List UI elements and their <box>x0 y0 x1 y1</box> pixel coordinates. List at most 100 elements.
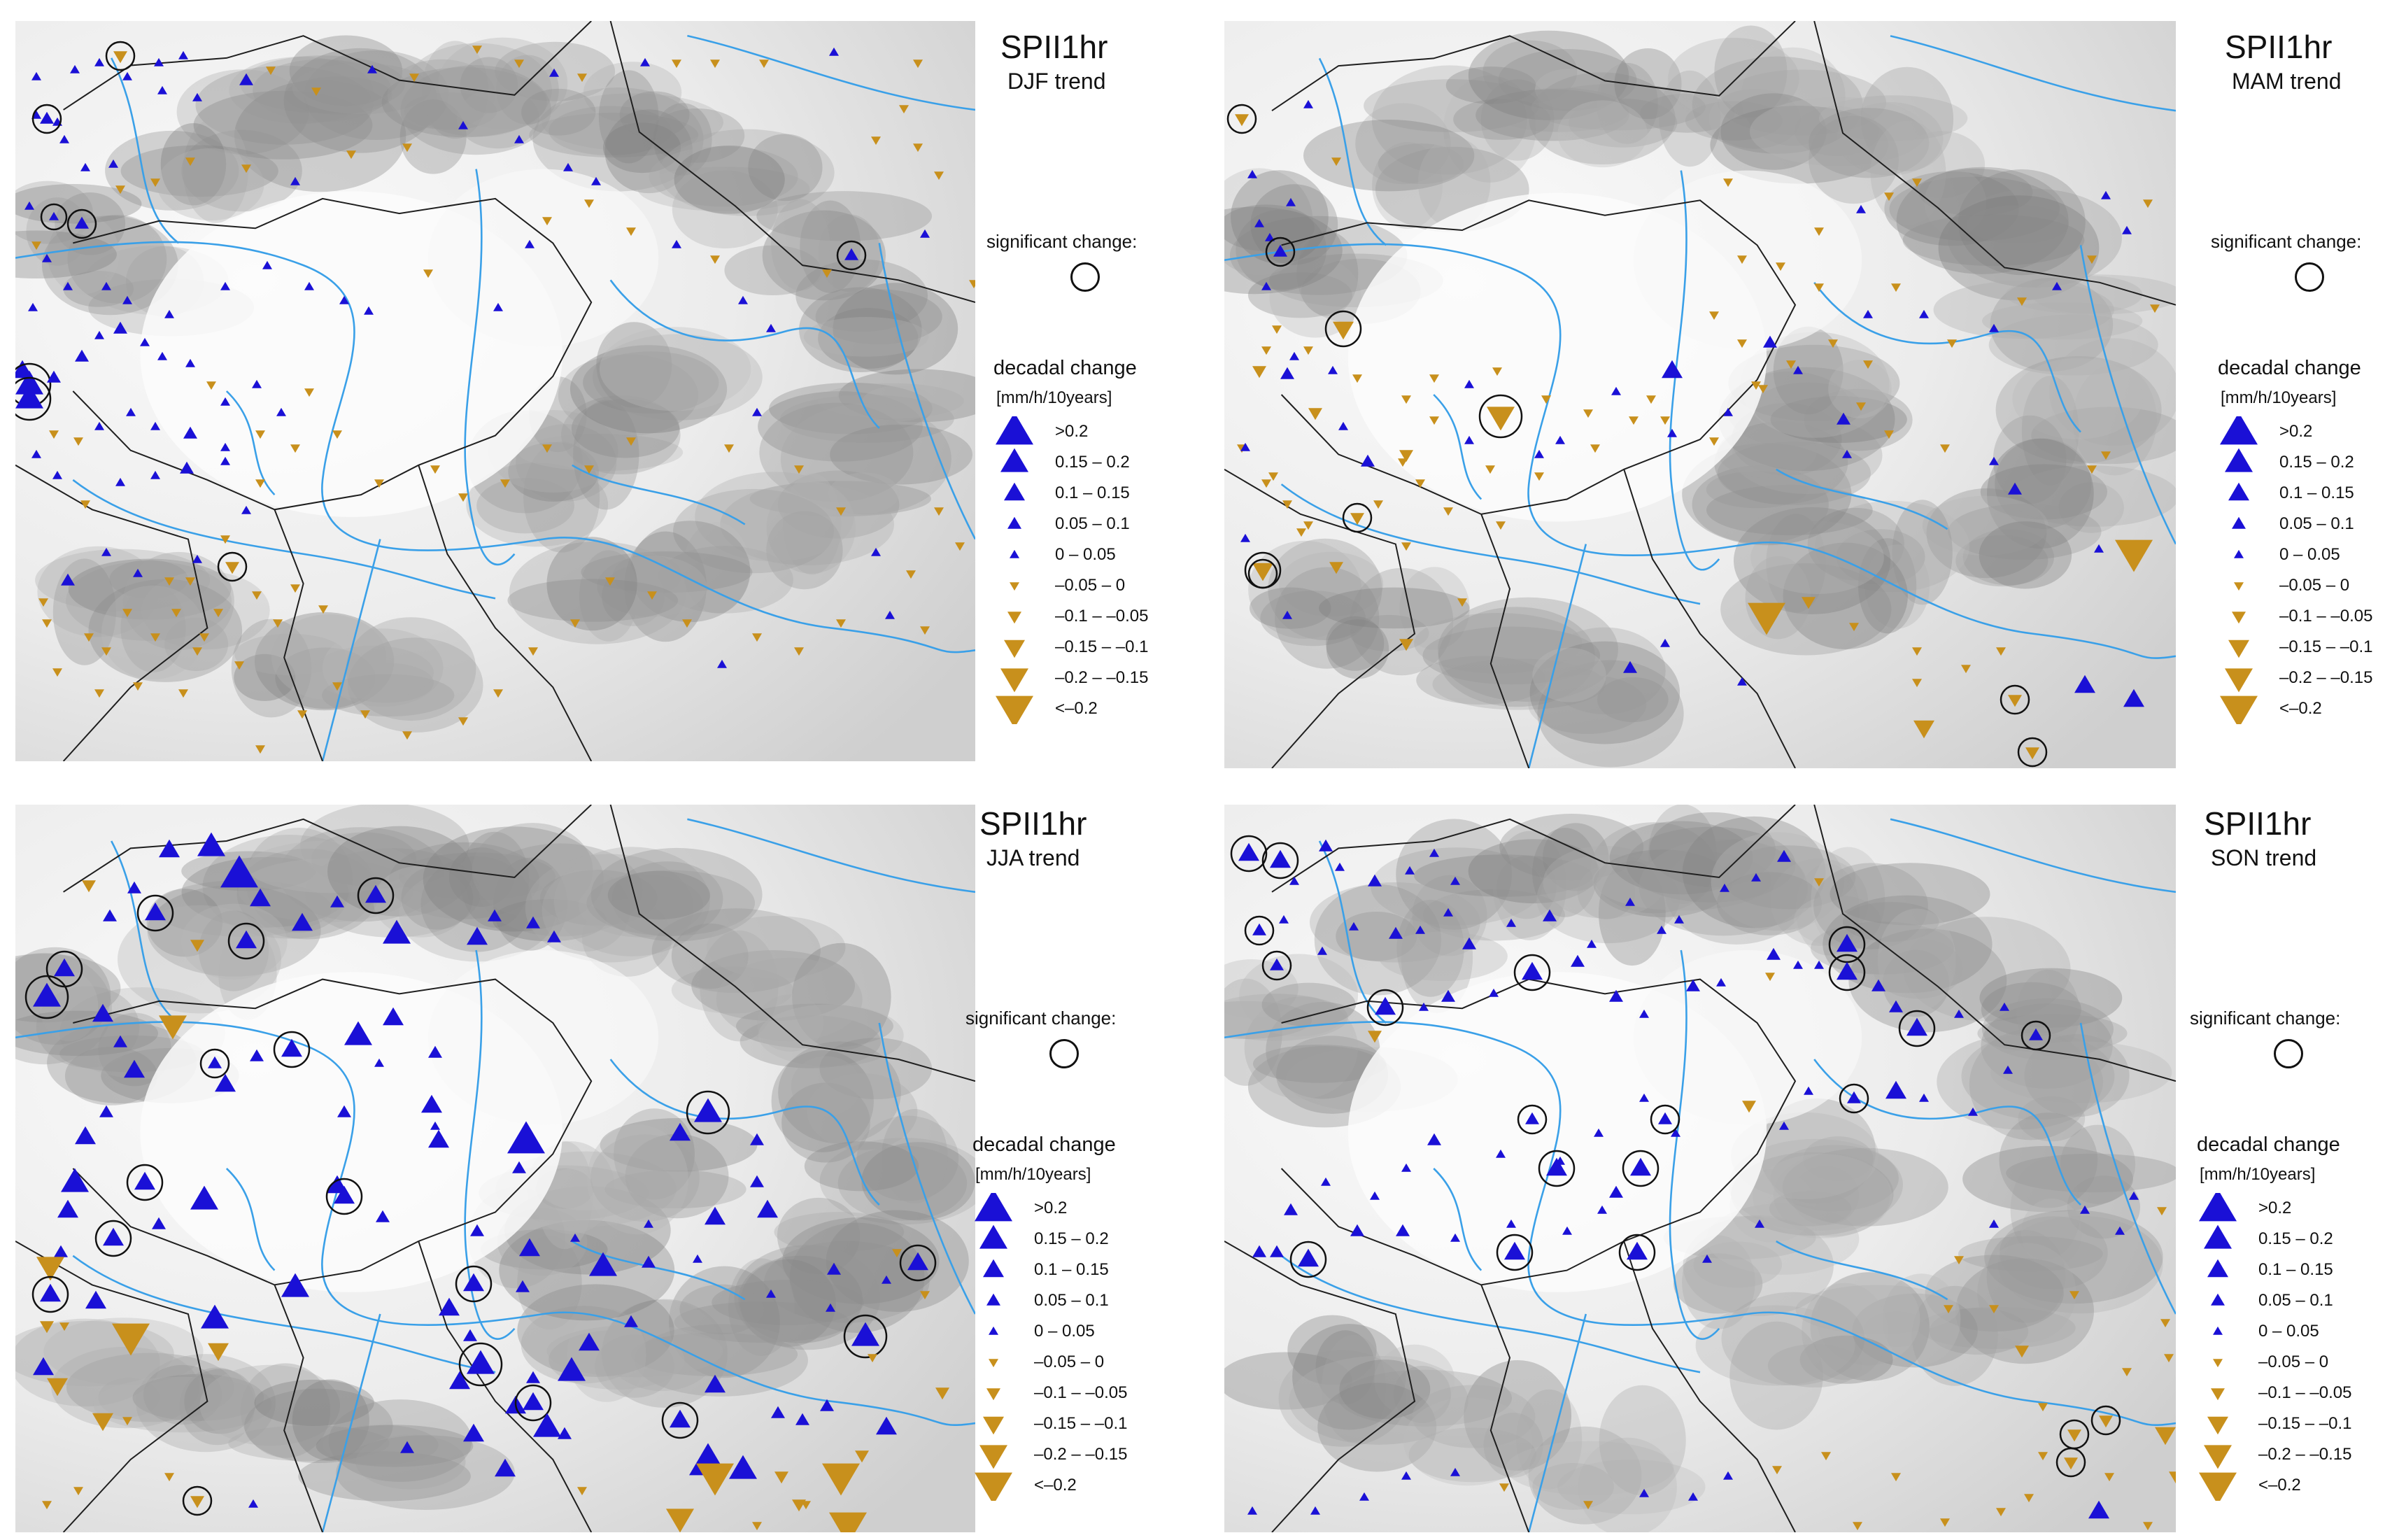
station-increase-marker <box>558 1357 586 1381</box>
map-son <box>1224 805 2176 1532</box>
station-increase-marker <box>327 1175 348 1194</box>
significant-change-label: significant change: <box>986 231 1138 252</box>
station-decrease-marker <box>752 633 762 642</box>
station-decrease-marker <box>1940 444 1950 453</box>
significance-circle <box>105 41 136 71</box>
river-line <box>321 1313 381 1532</box>
station-increase-marker <box>215 1073 236 1092</box>
river-line <box>225 390 276 496</box>
station-increase-marker <box>250 888 271 907</box>
station-increase-marker <box>705 1206 726 1225</box>
station-decrease-marker <box>1308 408 1322 421</box>
river-line <box>111 57 180 244</box>
station-increase-marker <box>670 1122 691 1141</box>
country-border <box>15 1241 208 1532</box>
station-increase-marker <box>1464 379 1474 388</box>
station-increase-marker <box>40 1283 61 1302</box>
station-decrease-marker <box>682 619 692 628</box>
station-increase-marker <box>1401 1163 1411 1172</box>
legend-decrease-marker <box>2211 1388 2225 1401</box>
station-decrease-marker <box>1828 339 1838 348</box>
legend-class-label: –0.2 – –0.15 <box>2279 668 2373 687</box>
legend-increase-marker <box>2207 1259 2228 1278</box>
station-increase-marker <box>1847 1091 1861 1103</box>
station-increase-marker <box>512 1161 526 1173</box>
station-decrease-marker <box>1350 513 1364 525</box>
significance-circle <box>1478 394 1523 439</box>
panel-season: DJF trend <box>1007 69 1106 94</box>
station-decrease-marker <box>920 626 930 635</box>
station-decrease-marker <box>1272 325 1282 334</box>
station-increase-marker <box>526 916 540 928</box>
legend-class-label: 0.15 – 0.2 <box>1034 1229 1109 1248</box>
station-decrease-marker <box>1429 374 1439 383</box>
station-increase-marker <box>1639 1488 1649 1497</box>
station-increase-marker <box>113 321 127 334</box>
station-increase-marker <box>1335 862 1345 871</box>
station-increase-marker <box>729 1455 757 1479</box>
station-decrease-marker <box>59 1322 69 1331</box>
station-increase-marker <box>1804 1086 1813 1095</box>
station-decrease-marker <box>2025 747 2039 760</box>
station-increase-marker <box>140 337 150 346</box>
station-increase-marker <box>154 57 164 66</box>
station-increase-marker <box>400 1441 414 1453</box>
station-decrease-marker <box>1748 602 1785 635</box>
country-border <box>418 465 593 761</box>
station-decrease-marker <box>164 1473 174 1482</box>
station-increase-marker <box>337 1105 351 1117</box>
significance-circle <box>1244 915 1275 946</box>
station-increase-marker <box>1919 1093 1929 1102</box>
station-decrease-marker <box>458 717 468 726</box>
legend-class-label: –0.15 – –0.1 <box>1034 1414 1128 1433</box>
station-increase-marker <box>882 1275 891 1284</box>
station-decrease-marker <box>82 880 96 893</box>
station-increase-marker <box>220 456 230 465</box>
station-increase-marker <box>757 1199 778 1218</box>
legend-decrease-marker <box>2234 582 2244 591</box>
station-decrease-marker <box>73 437 83 446</box>
legend-increase-marker <box>2228 482 2249 501</box>
station-decrease-marker <box>402 143 412 153</box>
station-decrease-marker <box>2087 465 2097 474</box>
legend-class-row: <–0.2 <box>2197 1470 2406 1501</box>
station-decrease-marker <box>626 227 636 236</box>
station-increase-marker <box>1657 925 1666 934</box>
station-decrease-marker <box>31 241 41 250</box>
station-decrease-marker <box>794 465 804 474</box>
station-decrease-marker <box>528 647 538 656</box>
legend-djf: SPII1hr DJF trend significant change: decad… <box>986 0 1280 770</box>
legend-class-label: –0.15 – –0.1 <box>2279 637 2373 656</box>
station-decrease-marker <box>1398 458 1408 467</box>
station-decrease-marker <box>1772 1466 1782 1475</box>
station-increase-marker <box>133 568 143 577</box>
station-decrease-marker <box>1891 283 1901 292</box>
legend-decrease-marker <box>2225 668 2253 693</box>
station-decrease-marker <box>1709 311 1719 320</box>
station-increase-marker <box>1321 1177 1331 1186</box>
station-decrease-marker <box>710 59 720 69</box>
legend-class-label: 0.15 – 0.2 <box>2258 1229 2333 1248</box>
station-decrease-marker <box>1940 1518 1950 1527</box>
station-decrease-marker <box>185 157 195 167</box>
station-decrease-marker <box>113 51 127 64</box>
station-increase-marker <box>1270 1245 1284 1257</box>
legend-class-row: 0 – 0.05 <box>972 1316 1182 1347</box>
panel-title: SPII1hr <box>2204 805 2312 842</box>
station-increase-marker <box>1723 1471 1733 1480</box>
river-line <box>72 1255 496 1373</box>
country-border <box>15 464 208 761</box>
station-decrease-marker <box>36 1257 64 1281</box>
legend-decrease-marker <box>989 1359 998 1368</box>
station-increase-marker <box>383 1007 404 1026</box>
station-decrease-marker <box>2157 1207 2167 1216</box>
station-increase-marker <box>28 302 38 311</box>
station-increase-marker <box>523 1392 544 1411</box>
station-decrease-marker <box>1912 679 1922 688</box>
legend-class-row: –0.1 – –0.05 <box>2218 601 2406 632</box>
legend-class-row: –0.2 – –0.15 <box>993 663 1203 693</box>
station-decrease-marker <box>577 1487 587 1496</box>
station-increase-marker <box>2003 1065 2013 1074</box>
station-decrease-marker <box>304 388 314 397</box>
station-decrease-marker <box>1499 1483 1509 1492</box>
